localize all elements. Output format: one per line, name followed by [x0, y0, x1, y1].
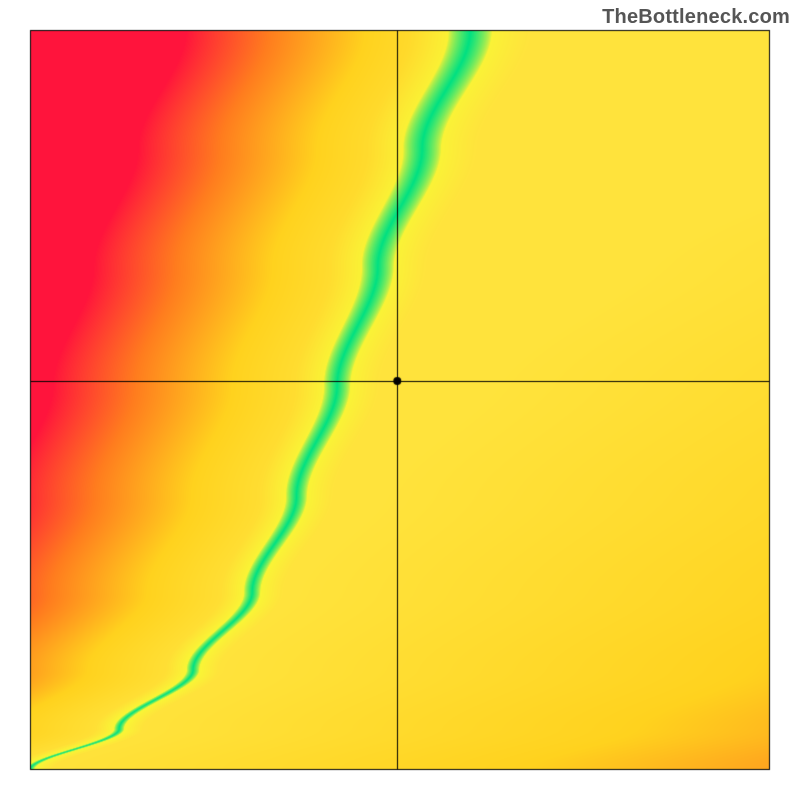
bottleneck-heatmap	[0, 0, 800, 800]
watermark-text: TheBottleneck.com	[602, 6, 790, 29]
